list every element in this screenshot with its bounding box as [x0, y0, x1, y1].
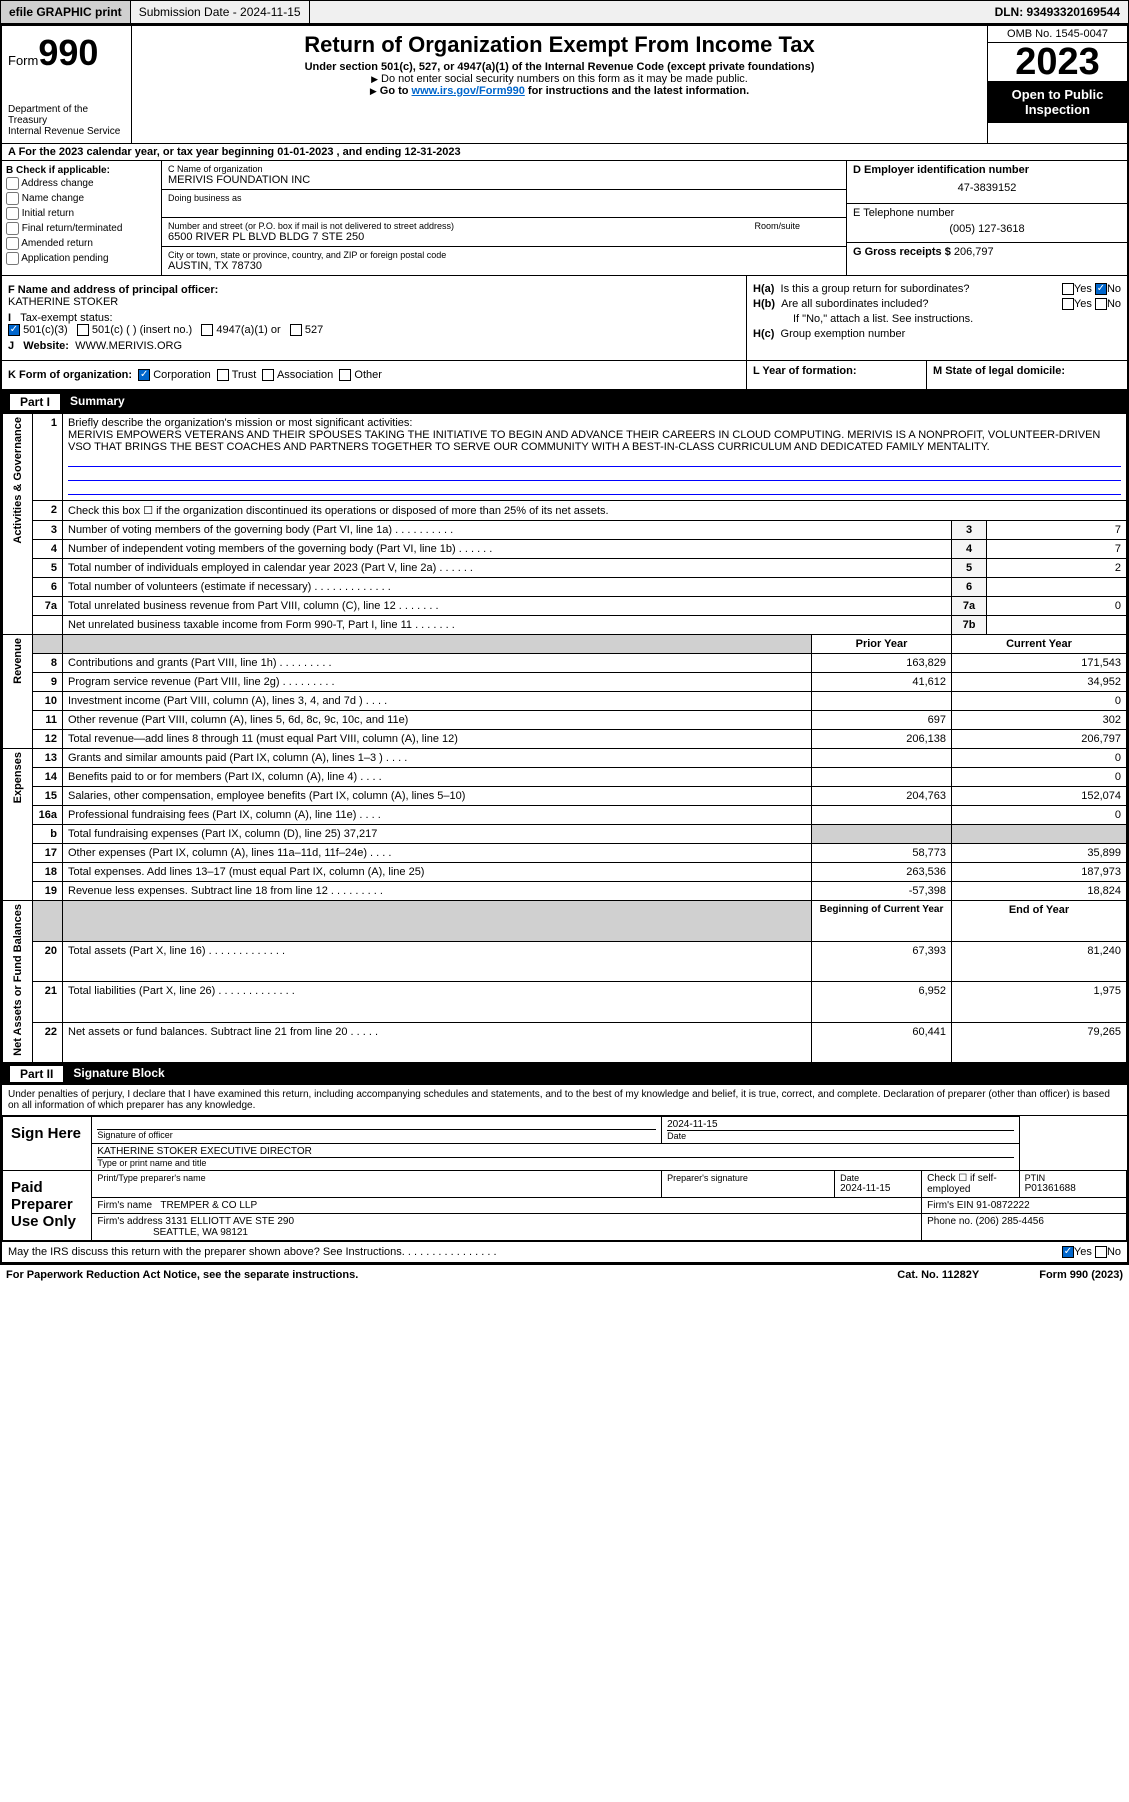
k-corp[interactable]: ✓ [138, 369, 150, 381]
form-container: Form990 Department of the Treasury Inter… [0, 24, 1129, 1264]
org-address: 6500 RIVER PL BLVD BLDG 7 STE 250 [168, 231, 364, 243]
checkbox-initial-return[interactable]: Initial return [6, 206, 157, 221]
section-d-ein: D Employer identification number47-38391… [847, 161, 1127, 275]
discuss-row: May the IRS discuss this return with the… [2, 1241, 1127, 1262]
part2-header: Part IISignature Block [2, 1063, 1127, 1085]
section-b-checkboxes: B Check if applicable: Address change Na… [2, 161, 162, 275]
efile-print-button[interactable]: efile GRAPHIC print [1, 1, 131, 23]
section-h: H(a) Is this a group return for subordin… [747, 276, 1127, 360]
checkbox-name-change[interactable]: Name change [6, 191, 157, 206]
section-k: K Form of organization: ✓ Corporation Tr… [2, 361, 747, 389]
k-assoc[interactable] [262, 369, 274, 381]
section-m: M State of legal domicile: [927, 361, 1127, 389]
firm-ein: 91-0872222 [976, 1200, 1029, 1211]
org-city: AUSTIN, TX 78730 [168, 260, 262, 272]
checkbox-address-change[interactable]: Address change [6, 176, 157, 191]
mission-text: MERIVIS EMPOWERS VETERANS AND THEIR SPOU… [68, 429, 1100, 453]
k-trust[interactable] [217, 369, 229, 381]
discuss-no[interactable] [1095, 1246, 1107, 1258]
gross-receipts: 206,797 [954, 246, 994, 258]
ein-value: 47-3839152 [853, 176, 1121, 200]
section-l: L Year of formation: [747, 361, 927, 389]
dln-number: DLN: 93493320169544 [987, 1, 1128, 23]
footer: For Paperwork Reduction Act Notice, see … [0, 1264, 1129, 1285]
firm-address: 3131 ELLIOTT AVE STE 290 [165, 1216, 294, 1227]
part1-header: Part ISummary [2, 391, 1127, 413]
principal-officer: KATHERINE STOKER [8, 296, 118, 308]
discuss-yes[interactable]: ✓ [1062, 1246, 1074, 1258]
officer-signature: KATHERINE STOKER EXECUTIVE DIRECTOR [97, 1146, 311, 1157]
website-url: WWW.MERIVIS.ORG [75, 340, 182, 352]
form-title-box: Return of Organization Exempt From Incom… [132, 26, 987, 143]
irs-link[interactable]: www.irs.gov/Form990 [412, 85, 525, 97]
telephone: (005) 127-3618 [853, 219, 1121, 239]
submission-date: Submission Date - 2024-11-15 [131, 1, 310, 23]
ha-yes[interactable] [1062, 283, 1074, 295]
hb-yes[interactable] [1062, 298, 1074, 310]
hb-no[interactable] [1095, 298, 1107, 310]
checkbox-527[interactable] [290, 324, 302, 336]
section-c-org-info: C Name of organizationMERIVIS FOUNDATION… [162, 161, 847, 275]
checkbox-application-pending[interactable]: Application pending [6, 251, 157, 266]
tax-year-row: A For the 2023 calendar year, or tax yea… [2, 144, 1127, 161]
signature-table: Sign Here Signature of officer 2024-11-1… [2, 1116, 1127, 1241]
checkbox-amended-return[interactable]: Amended return [6, 236, 157, 251]
perjury-statement: Under penalties of perjury, I declare th… [2, 1085, 1127, 1116]
form-number-box: Form990 Department of the Treasury Inter… [2, 26, 132, 143]
checkbox-501c3[interactable]: ✓ [8, 324, 20, 336]
ha-no[interactable]: ✓ [1095, 283, 1107, 295]
checkbox-4947[interactable] [201, 324, 213, 336]
k-other[interactable] [339, 369, 351, 381]
org-name: MERIVIS FOUNDATION INC [168, 174, 310, 186]
checkbox-501c[interactable] [77, 324, 89, 336]
year-box: OMB No. 1545-0047 2023 Open to Public In… [987, 26, 1127, 143]
firm-name: TREMPER & CO LLP [160, 1200, 257, 1211]
checkbox-final-return[interactable]: Final return/terminated [6, 221, 157, 236]
ptin: P01361688 [1025, 1183, 1076, 1194]
firm-phone: (206) 285-4456 [976, 1216, 1044, 1227]
summary-table: Activities & Governance 1 Briefly descri… [2, 413, 1127, 1063]
header-bar: efile GRAPHIC print Submission Date - 20… [0, 0, 1129, 24]
form-title: Return of Organization Exempt From Incom… [138, 32, 981, 58]
section-fij: F Name and address of principal officer:… [2, 276, 747, 360]
